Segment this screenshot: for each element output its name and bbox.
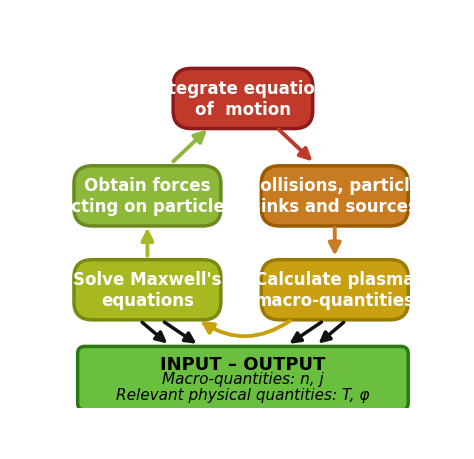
Text: Solve Maxwell's
equations: Solve Maxwell's equations [73, 271, 222, 309]
Text: Relevant physical quantities: T, φ: Relevant physical quantities: T, φ [116, 387, 370, 402]
FancyBboxPatch shape [74, 167, 221, 226]
FancyBboxPatch shape [74, 260, 221, 320]
Text: Collisions, particle
sinks and sources: Collisions, particle sinks and sources [248, 177, 421, 216]
Text: Macro-quantities: n, j: Macro-quantities: n, j [162, 371, 324, 386]
FancyBboxPatch shape [261, 260, 408, 320]
Text: Calculate plasma
macro-quantities: Calculate plasma macro-quantities [255, 271, 415, 309]
FancyBboxPatch shape [78, 347, 408, 410]
FancyBboxPatch shape [173, 69, 313, 129]
Text: INPUT – OUTPUT: INPUT – OUTPUT [160, 355, 326, 374]
Text: Obtain forces
acting on particles: Obtain forces acting on particles [60, 177, 235, 216]
FancyBboxPatch shape [261, 167, 408, 226]
Text: Integrate equations
of  motion: Integrate equations of motion [150, 80, 336, 118]
FancyArrowPatch shape [204, 321, 290, 336]
